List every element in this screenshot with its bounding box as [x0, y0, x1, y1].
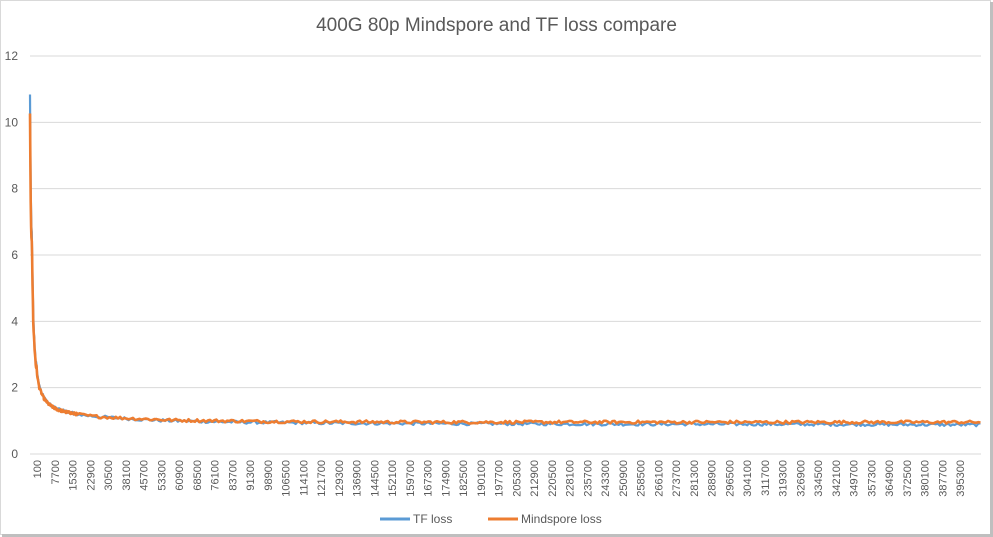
x-tick-label: 38100 [121, 460, 133, 491]
x-tick-label: 159700 [405, 460, 417, 497]
x-tick-label: 372500 [902, 460, 914, 497]
x-tick-label: 68500 [192, 460, 204, 491]
x-tick-label: 266100 [653, 460, 665, 497]
chart-title: 400G 80p Mindspore and TF loss compare [316, 15, 677, 36]
x-tick-label: 174900 [440, 460, 452, 497]
x-tick-label: 45700 [139, 460, 151, 491]
x-tick-label: 30500 [103, 460, 115, 491]
legend-label: TF loss [413, 512, 452, 526]
x-tick-label: 76100 [210, 460, 222, 491]
x-tick-label: 167300 [423, 460, 435, 497]
y-axis-tick-labels: 0 2 4 6 8 10 12 [5, 49, 19, 461]
frame-shadow-right [990, 2, 993, 537]
x-tick-label: 273700 [671, 460, 683, 497]
x-tick-label: 220500 [547, 460, 559, 497]
x-tick-label: 15300 [68, 460, 80, 491]
x-tick-label: 319300 [778, 460, 790, 497]
y-tick-label: 10 [5, 115, 19, 129]
x-tick-label: 114100 [298, 460, 310, 496]
x-tick-label: 53300 [156, 460, 168, 491]
x-tick-label: 243300 [600, 460, 612, 497]
y-tick-label: 0 [11, 447, 18, 461]
x-tick-label: 83700 [227, 460, 239, 491]
x-tick-label: 22900 [85, 460, 97, 491]
x-tick-label: 342100 [831, 460, 843, 497]
x-tick-label: 7700 [50, 460, 62, 484]
x-tick-label: 205300 [511, 460, 523, 497]
x-tick-label: 334500 [813, 460, 825, 497]
x-tick-label: 129300 [334, 460, 346, 497]
y-tick-label: 6 [11, 248, 18, 262]
x-tick-label: 228100 [565, 460, 577, 497]
y-tick-label: 4 [11, 314, 18, 328]
x-tick-label: 190100 [476, 460, 488, 497]
x-tick-label: 395300 [955, 460, 967, 497]
x-tick-label: 235700 [582, 460, 594, 497]
legend: TF loss Mindspore loss [380, 512, 602, 526]
x-tick-label: 311700 [760, 460, 772, 496]
y-tick-label: 8 [11, 182, 18, 196]
y-tick-label: 2 [11, 381, 18, 395]
x-tick-label: 144500 [369, 460, 381, 497]
x-tick-label: 106500 [281, 460, 293, 497]
series-line-tf-loss [28, 94, 981, 428]
x-tick-label: 364900 [884, 460, 896, 497]
frame-shadow-bottom [2, 534, 993, 537]
x-tick-label: 349700 [849, 460, 861, 497]
x-tick-label: 100 [32, 460, 44, 478]
x-tick-label: 296500 [724, 460, 736, 497]
x-tick-label: 98900 [263, 460, 275, 491]
series-line-mindspore-loss [28, 113, 981, 425]
x-tick-label: 258500 [636, 460, 648, 497]
x-tick-label: 250900 [618, 460, 630, 497]
x-tick-label: 357300 [866, 460, 878, 497]
x-tick-label: 136900 [352, 460, 364, 497]
gridlines [30, 55, 981, 455]
x-tick-label: 281300 [689, 460, 701, 497]
x-tick-label: 182500 [458, 460, 470, 497]
x-tick-label: 60900 [174, 460, 186, 491]
x-tick-label: 380100 [920, 460, 932, 497]
x-tick-label: 288900 [707, 460, 719, 497]
y-tick-label: 12 [5, 49, 19, 63]
legend-label: Mindspore loss [521, 512, 602, 526]
x-tick-label: 197700 [494, 460, 506, 497]
series-lines [28, 94, 981, 428]
x-tick-label: 304100 [742, 460, 754, 497]
x-tick-label: 152100 [387, 460, 399, 497]
x-tick-label: 326900 [795, 460, 807, 497]
x-tick-label: 121700 [316, 460, 328, 497]
x-tick-label: 387700 [937, 460, 949, 497]
x-axis-tick-labels: 100 7700 15300 22900 30500 38100 45700 53300 609… [32, 460, 967, 497]
x-tick-label: 91300 [245, 460, 257, 491]
x-tick-label: 212900 [529, 460, 541, 497]
